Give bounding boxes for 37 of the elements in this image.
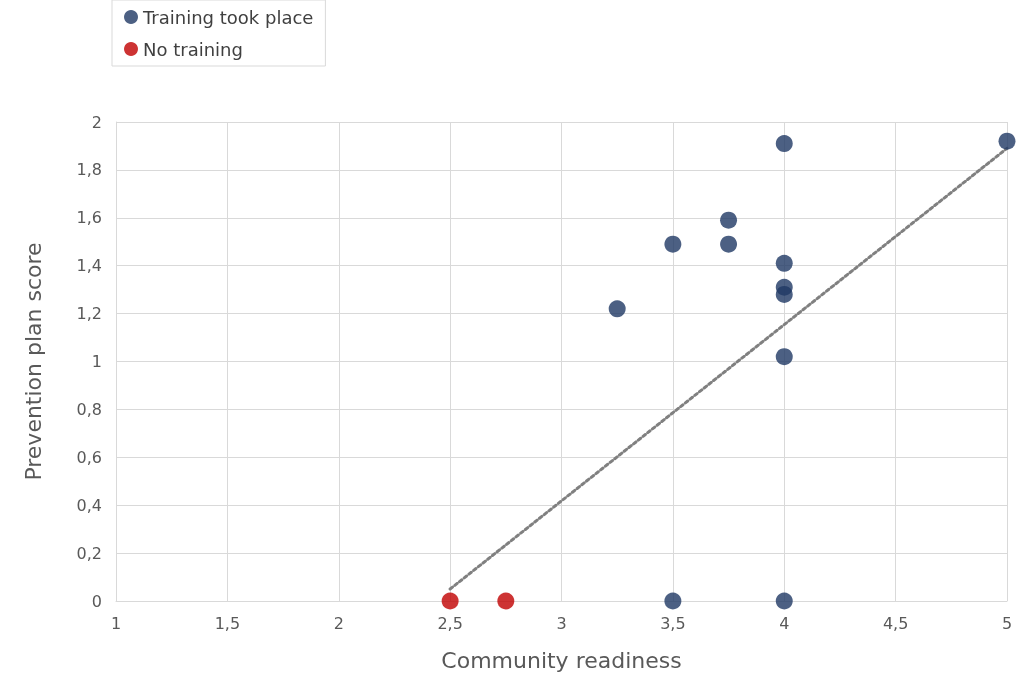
point — [998, 132, 1016, 150]
y-tick-label: 1 — [91, 352, 102, 371]
point — [441, 592, 459, 610]
y-tick-label: 1,4 — [76, 256, 102, 276]
y-tick-label: 0,6 — [76, 447, 102, 467]
point — [775, 592, 793, 610]
x-tick-label: 5 — [1001, 613, 1013, 633]
x-tick-label: 2 — [333, 613, 344, 633]
point — [664, 235, 682, 253]
y-tick-label: 2 — [91, 112, 102, 132]
point — [775, 254, 793, 272]
x-tick-label: 1,5 — [214, 613, 241, 633]
y-tick-label: 0,2 — [76, 543, 102, 563]
y-axis-title: Prevention plan score — [20, 242, 46, 481]
point — [720, 211, 738, 229]
y-tick-label: 0,8 — [76, 399, 102, 419]
point — [775, 285, 793, 303]
point — [720, 235, 738, 253]
y-tick-label: 1,2 — [76, 304, 102, 324]
point — [775, 348, 793, 366]
y-tick-label: 1,6 — [76, 208, 102, 228]
point — [608, 300, 626, 318]
x-tick-label: 2,5 — [437, 613, 463, 633]
x-tick-label: 4 — [779, 613, 790, 633]
x-tick-label: 1 — [110, 613, 122, 633]
x-tick-label: 3 — [556, 613, 567, 633]
x-tick-label: 4,5 — [882, 613, 909, 633]
legend-label: No training — [143, 38, 243, 60]
point — [497, 592, 515, 610]
legend-label: Training took place — [142, 6, 314, 28]
y-tick-label: 1,8 — [76, 160, 102, 180]
point — [664, 592, 682, 610]
point — [775, 135, 793, 153]
x-axis-title: Community readiness — [441, 647, 682, 673]
y-tick-label: 0,4 — [76, 495, 102, 515]
x-tick-label: 3,5 — [660, 613, 686, 633]
y-tick-label: 0 — [91, 591, 102, 611]
